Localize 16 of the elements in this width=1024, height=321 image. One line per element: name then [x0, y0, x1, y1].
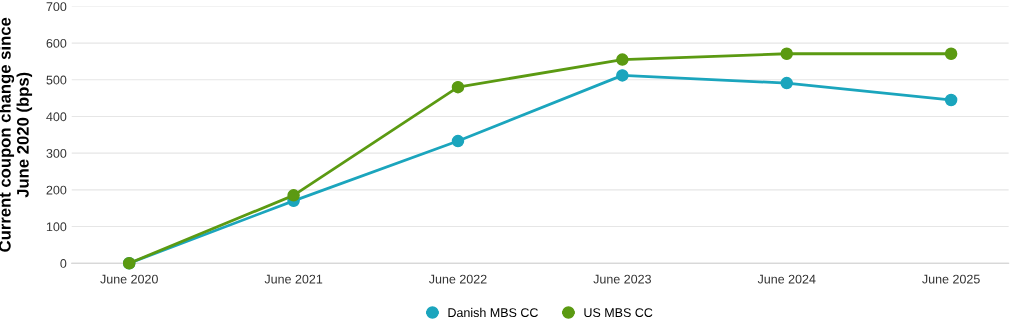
y-tick-label: 500 — [46, 75, 67, 85]
y-tick-label: 200 — [46, 185, 67, 195]
y-tick-label: 100 — [46, 222, 67, 232]
x-tick-label: June 2024 — [757, 274, 816, 284]
y-tick-label: 0 — [60, 259, 67, 268]
y-tick-label: 400 — [46, 112, 67, 122]
x-tick-label: June 2023 — [593, 274, 651, 284]
x-tick-label: June 2021 — [264, 274, 323, 284]
x-tick-label: June 2025 — [922, 274, 980, 284]
y-tick-label: 700 — [46, 2, 67, 12]
x-tick-label: June 2022 — [428, 274, 487, 284]
y-tick-label: 600 — [46, 38, 67, 48]
legend-label: Danish MBS CC — [448, 307, 538, 318]
y-tick-label: 300 — [46, 148, 67, 158]
legend-label: US MBS CC — [584, 308, 653, 318]
x-tick-label: June 2020 — [100, 274, 158, 284]
